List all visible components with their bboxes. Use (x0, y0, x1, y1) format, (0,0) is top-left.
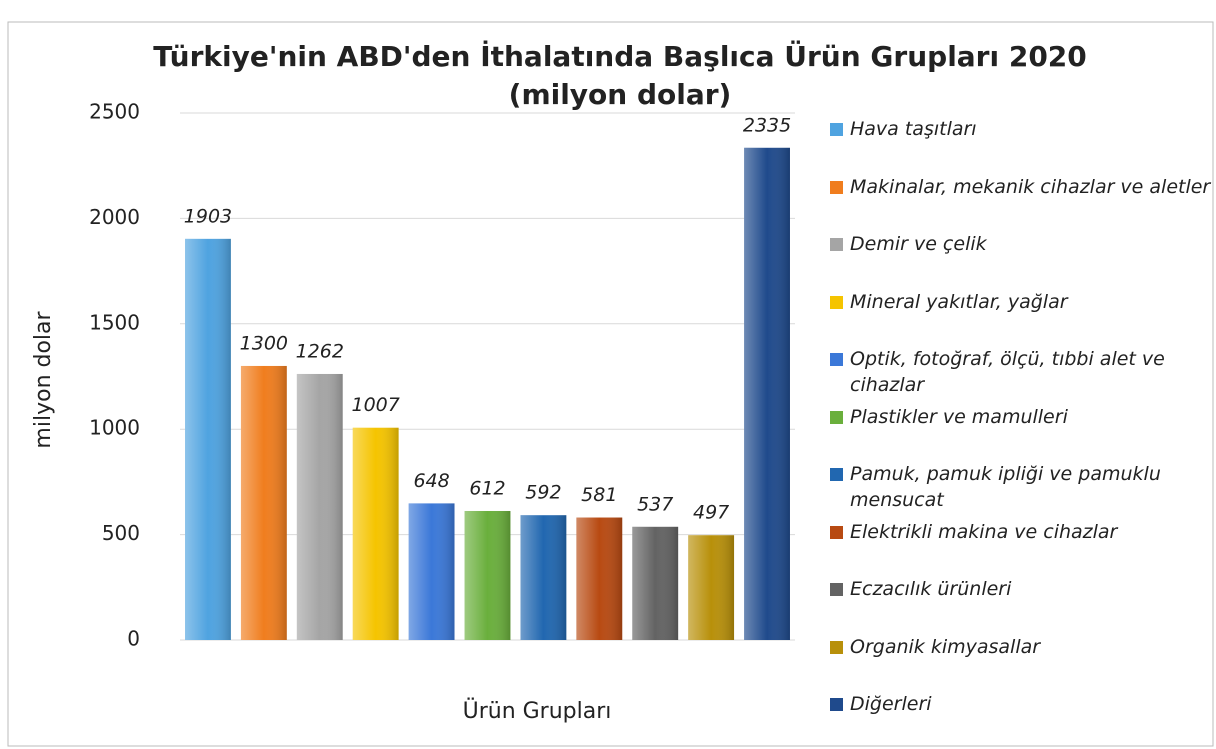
value-label: 537 (637, 493, 673, 515)
legend-label: Mineral yakıtlar, yağlar (850, 290, 1068, 313)
legend-entry: Mineral yakıtlar, yağlar (828, 289, 1216, 315)
legend-entry: Pamuk, pamuk ipliği ve pamuklu mensucat (828, 461, 1216, 513)
legend-swatch (830, 238, 843, 251)
bar (744, 147, 790, 641)
legend-swatch (830, 698, 843, 711)
y-axis-label: milyon dolar (31, 310, 56, 448)
legend-entry: Optik, fotoğraf, ölçü, tıbbi alet ve cih… (828, 346, 1216, 398)
bar (520, 515, 567, 640)
chart-border (7, 21, 1214, 747)
legend-label: Optik, fotoğraf, ölçü, tıbbi alet ve cih… (850, 348, 1165, 396)
y-tick-label: 2500 (89, 100, 140, 124)
value-label: 592 (525, 482, 561, 504)
legend-swatch (830, 353, 843, 366)
legend-swatch (830, 468, 843, 481)
legend-entry: Demir ve çelik (828, 231, 1216, 257)
chart-title: Türkiye'nin ABD'den İthalatında Başlıca … (153, 39, 1087, 73)
bar (576, 517, 623, 640)
legend-entry: Elektrikli makina ve cihazlar (828, 519, 1216, 545)
value-label: 1007 (352, 394, 400, 416)
legend-entry: Plastikler ve mamulleri (828, 404, 1216, 430)
legend-swatch (830, 295, 843, 309)
value-label: 581 (581, 484, 617, 506)
bar (185, 238, 231, 640)
value-label: 1262 (296, 340, 344, 362)
legend-swatch (830, 410, 843, 424)
legend-swatch (830, 525, 843, 539)
y-tick-label: 1000 (89, 416, 140, 440)
bar (632, 526, 679, 640)
legend-entry: Organik kimyasallar (828, 634, 1216, 660)
legend-swatch (830, 640, 843, 654)
x-axis-label: Ürün Grupları (463, 698, 612, 724)
value-label: 497 (693, 502, 729, 524)
value-label: 648 (413, 470, 449, 492)
legend-swatch (830, 123, 843, 136)
legend-entry: Diğerleri (828, 691, 1216, 717)
legend-label: Diğerleri (850, 693, 932, 715)
legend-label: Organik kimyasallar (850, 635, 1041, 658)
legend-swatch (830, 180, 843, 194)
bar (296, 373, 343, 640)
y-tick-label: 500 (102, 521, 140, 545)
bar (240, 365, 287, 640)
legend-label: Eczacılık ürünleri (850, 578, 1012, 600)
chart-subtitle: (milyon dolar) (509, 78, 732, 111)
bar (688, 535, 735, 640)
y-tick-label: 1500 (89, 310, 140, 334)
legend-label: Demir ve çelik (850, 233, 987, 255)
legend-label: Plastikler ve mamulleri (850, 405, 1068, 428)
legend-label: Pamuk, pamuk ipliği ve pamuklu mensucat (850, 463, 1161, 511)
legend-label: Elektrikli makina ve cihazlar (850, 520, 1118, 543)
value-label: 612 (469, 477, 505, 499)
value-label: 1300 (240, 332, 288, 354)
legend-swatch (830, 583, 843, 596)
y-tick-label: 0 (127, 627, 140, 651)
legend-entry: Makinalar, mekanik cihazlar ve aletler (828, 174, 1216, 200)
bar (408, 503, 455, 640)
value-label: 2335 (743, 114, 791, 136)
legend-entry: Hava taşıtları (828, 116, 1216, 142)
bar (352, 427, 399, 640)
legend-label: Hava taşıtları (850, 118, 977, 140)
bar (464, 510, 511, 640)
legend-label: Makinalar, mekanik cihazlar ve aletler (850, 175, 1211, 198)
value-label: 1903 (184, 205, 232, 227)
y-tick-label: 2000 (89, 205, 140, 229)
legend-entry: Eczacılık ürünleri (828, 576, 1216, 602)
